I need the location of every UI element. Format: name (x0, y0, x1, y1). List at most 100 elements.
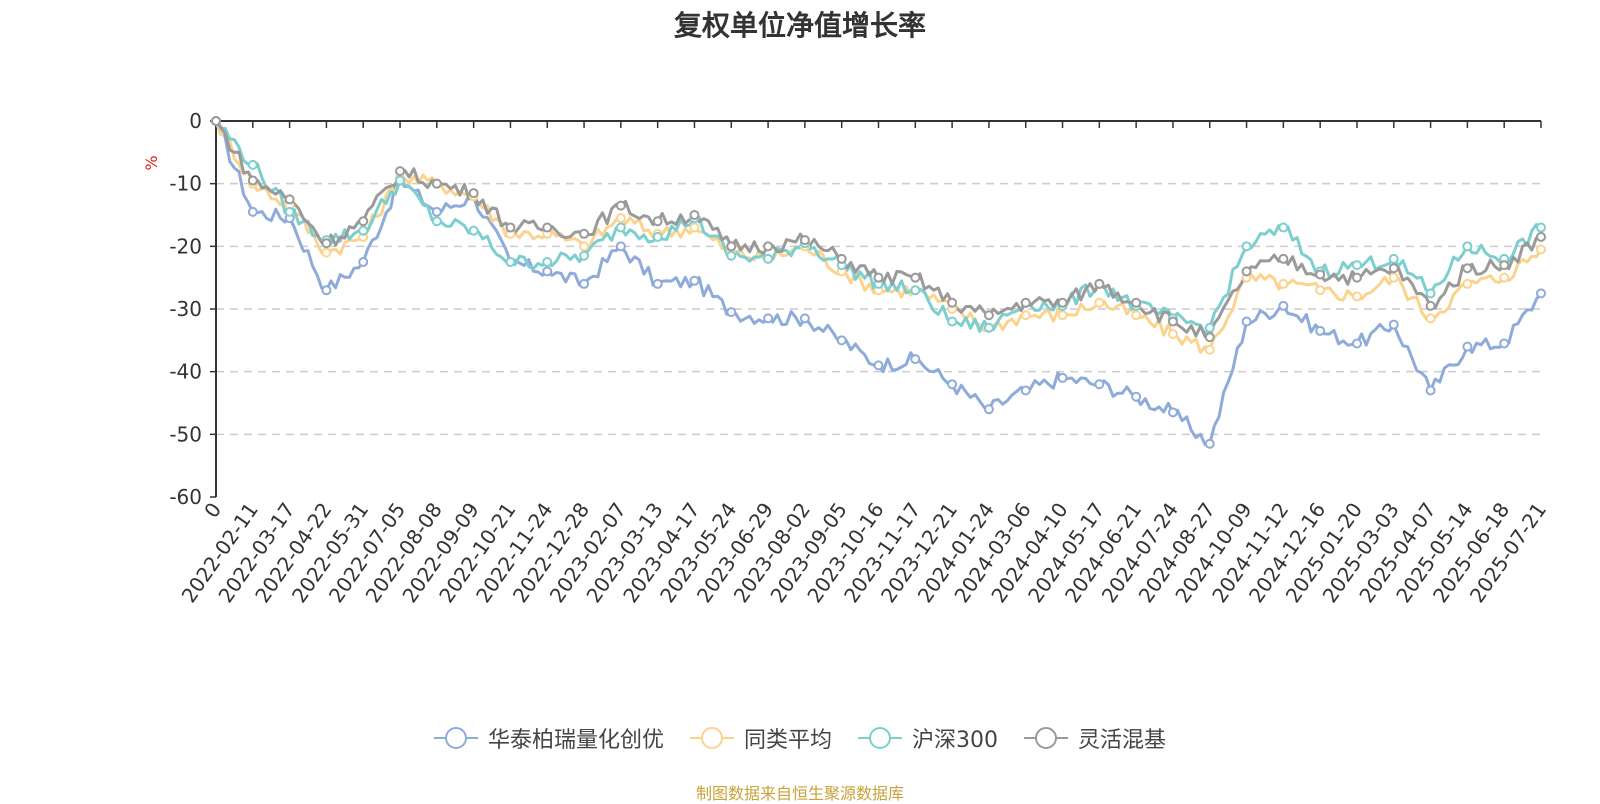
data-point (763, 313, 774, 324)
data-point (910, 272, 921, 283)
data-point (947, 316, 958, 327)
y-tick-label: -10 (169, 172, 202, 196)
data-point (1536, 231, 1546, 242)
data-point (1204, 322, 1215, 333)
data-point (1425, 288, 1436, 299)
data-point (1536, 288, 1546, 299)
data-point (1020, 385, 1031, 396)
legend-marker-icon (689, 726, 734, 750)
data-point (910, 285, 921, 296)
series-line (214, 120, 1542, 336)
legend-label: 灵活混基 (1078, 728, 1167, 753)
data-point (1499, 272, 1510, 283)
data-point (1057, 372, 1068, 383)
data-point (726, 241, 737, 252)
data-point (689, 210, 700, 220)
data-point (947, 379, 958, 390)
data-point (1278, 278, 1289, 289)
data-point (1425, 313, 1436, 324)
data-point (247, 159, 258, 170)
data-point (652, 216, 663, 227)
data-point (1462, 263, 1473, 274)
line-chart: 0-10-20-30-40-50-60%02022-02-112022-03-1… (142, 109, 1551, 607)
data-point (1462, 278, 1473, 289)
series-line (214, 120, 1542, 339)
axes (210, 120, 1542, 498)
series-line (214, 120, 1543, 354)
data-point (468, 225, 479, 236)
data-point (579, 228, 590, 239)
data-point (1241, 316, 1252, 327)
data-point (1278, 300, 1289, 311)
data-point (689, 222, 700, 233)
y-tick-label: -30 (169, 297, 202, 321)
data-point (1241, 241, 1252, 252)
legend-marker-icon (433, 726, 478, 750)
data-point (247, 175, 258, 186)
data-point (284, 194, 295, 205)
legend-item[interactable]: 同类平均 (689, 722, 832, 754)
legend-marker-icon (858, 726, 902, 750)
data-point (726, 307, 737, 318)
y-tick-label: -40 (169, 360, 202, 384)
x-tick-label: 0 (199, 498, 226, 522)
data-point (1167, 407, 1178, 418)
data-point (579, 250, 590, 261)
data-point (1057, 310, 1068, 321)
legend-item[interactable]: 华泰柏瑞量化创优 (433, 722, 664, 754)
source-note: 制图数据来自恒生聚源数据库 (695, 784, 904, 803)
data-point (799, 313, 810, 324)
data-point (652, 278, 663, 289)
data-point (799, 235, 810, 246)
data-point (1204, 332, 1215, 343)
data-point (1094, 379, 1105, 390)
legend-label: 沪深300 (912, 728, 998, 753)
data-point (1278, 253, 1289, 264)
data-point (947, 297, 958, 308)
data-point (726, 250, 737, 261)
chart-title: 复权单位净值增长率 (673, 9, 926, 42)
data-point (689, 275, 700, 286)
data-point (1131, 391, 1142, 402)
data-point (1241, 266, 1252, 277)
data-point (1388, 263, 1399, 274)
data-point (321, 238, 332, 249)
data-point (615, 213, 626, 224)
data-point (358, 257, 369, 267)
data-point (615, 222, 626, 233)
legend-marker-icon (1024, 726, 1068, 750)
legend-label: 同类平均 (743, 728, 832, 753)
data-point (763, 253, 774, 264)
data-point (1020, 297, 1031, 308)
data-point (1094, 297, 1105, 308)
data-point (1094, 278, 1105, 289)
data-point (431, 178, 442, 189)
data-point (1020, 310, 1031, 321)
y-axis-label: % (142, 155, 161, 170)
data-point (1351, 260, 1362, 271)
data-point (321, 247, 332, 258)
data-point (1351, 291, 1362, 302)
legend-item[interactable]: 沪深300 (858, 722, 998, 754)
data-point (542, 222, 553, 233)
y-tick-label: -20 (169, 234, 202, 258)
legend-item[interactable]: 灵活混基 (1024, 722, 1166, 754)
legend: 华泰柏瑞量化创优 同类平均 沪深300 灵活混基 (0, 722, 1600, 754)
data-point (1167, 329, 1178, 340)
data-point (615, 241, 626, 252)
data-point (1462, 341, 1473, 352)
data-point (983, 404, 994, 415)
data-point (542, 257, 553, 267)
data-point (1499, 260, 1510, 271)
data-point (1204, 438, 1215, 449)
data-point (983, 322, 994, 333)
data-point (505, 222, 516, 233)
data-point (579, 278, 590, 289)
data-point (431, 206, 442, 217)
data-point (1351, 272, 1362, 283)
data-point (358, 216, 369, 227)
data-point (579, 241, 590, 252)
legend-label: 华泰柏瑞量化创优 (487, 728, 664, 753)
data-point (321, 285, 332, 296)
data-point (505, 257, 516, 267)
